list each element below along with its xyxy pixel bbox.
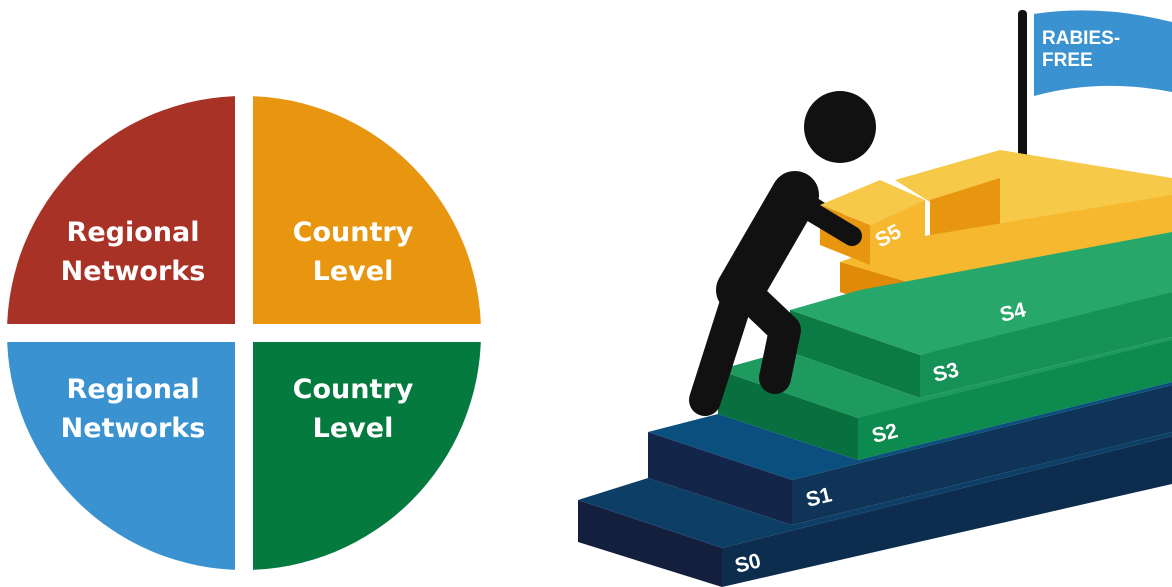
quadrant-label: Level bbox=[313, 256, 394, 287]
quadrant-label: Regional bbox=[67, 374, 200, 405]
quadrant-label: Country bbox=[293, 374, 414, 405]
quadrant-label: Level bbox=[313, 413, 394, 444]
quadrant-label: Regional bbox=[67, 217, 200, 248]
stairs: S0 S1 S2 S3 S4 S5 bbox=[578, 91, 1172, 587]
quadrant bbox=[7, 333, 244, 570]
infographic: Regional Networks Country Level Regional… bbox=[0, 0, 1172, 587]
quadrant bbox=[7, 96, 244, 333]
divider bbox=[0, 324, 490, 342]
quadrant-label: Networks bbox=[61, 256, 206, 287]
quadrant bbox=[244, 333, 481, 570]
head bbox=[804, 91, 876, 163]
flag-text: FREE bbox=[1042, 50, 1093, 71]
quadrant-label: Country bbox=[293, 217, 414, 248]
quadrant bbox=[244, 96, 481, 333]
quadrant-circle: Regional Networks Country Level Regional… bbox=[0, 90, 490, 576]
flag-text: RABIES- bbox=[1042, 28, 1120, 49]
torso bbox=[740, 195, 795, 290]
quadrant-label: Networks bbox=[61, 413, 206, 444]
